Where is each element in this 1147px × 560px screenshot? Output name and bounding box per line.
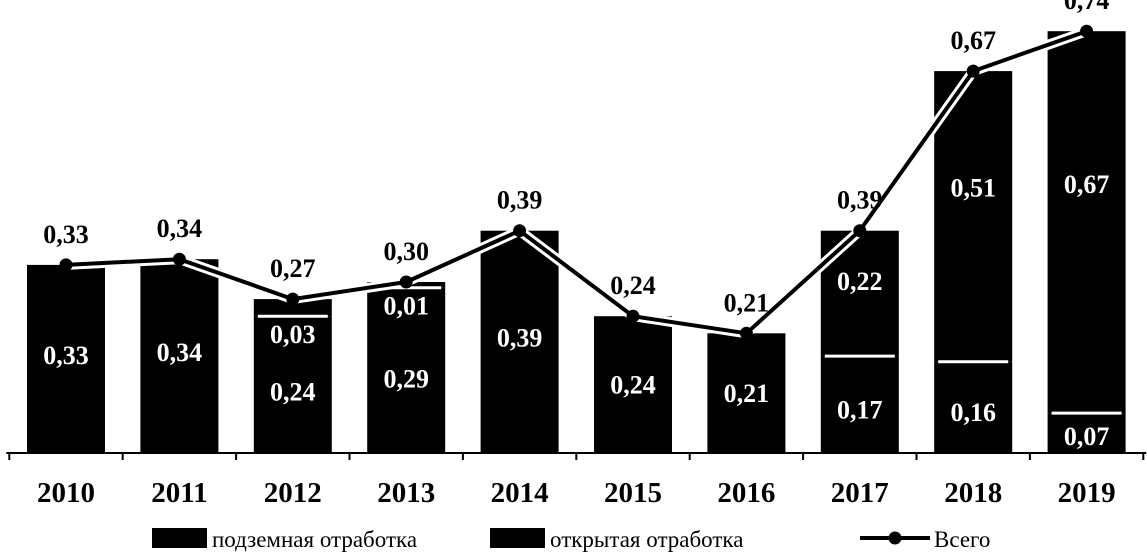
total-label-2016: 0,21 (724, 288, 770, 317)
underground-label-2015: 0,24 (610, 371, 656, 400)
legend-open: открытая отработка (490, 527, 743, 552)
bars-layer (27, 31, 1126, 453)
x-tick-label-2016: 2016 (717, 477, 775, 509)
total-label-2011: 0,34 (157, 214, 203, 243)
legend-underground-text: подземная отработка (212, 527, 417, 552)
underground-label-2016: 0,21 (724, 379, 770, 408)
underground-label-2019: 0,07 (1064, 422, 1110, 451)
underground-label-2011: 0,34 (157, 338, 203, 367)
total-label-2019: 0,74 (1064, 0, 1110, 15)
total-point-2019 (1080, 24, 1094, 38)
total-point-2014 (513, 224, 527, 238)
bar-underground-2017 (820, 356, 899, 453)
total-point-2010 (59, 258, 73, 272)
underground-label-2018: 0,16 (950, 398, 996, 427)
underground-label-2017: 0,17 (837, 395, 883, 424)
bar-underground-2011 (140, 259, 219, 453)
legend-total: Всего (860, 527, 990, 552)
x-tick-label-2014: 2014 (491, 477, 549, 509)
x-axis (6, 452, 1147, 460)
open-label-2012: 0,03 (270, 320, 316, 349)
total-point-2016 (739, 326, 753, 340)
bar-underground-2019 (1047, 413, 1126, 453)
total-point-2013 (399, 275, 413, 289)
legend-open-text: открытая отработка (550, 527, 743, 552)
bar-underground-2012 (253, 316, 332, 453)
underground-label-2013: 0,29 (383, 365, 429, 394)
total-label-2013: 0,30 (383, 237, 429, 266)
legend-total-swatch-marker (888, 531, 902, 545)
open-label-2017: 0,22 (837, 267, 883, 296)
total-point-2015 (626, 309, 640, 323)
bar-underground-2013 (367, 287, 446, 453)
x-tick-label-2013: 2013 (377, 477, 435, 509)
underground-label-2014: 0,39 (497, 323, 543, 352)
total-label-2012: 0,27 (270, 254, 316, 283)
total-label-2014: 0,39 (497, 186, 543, 215)
total-label-2015: 0,24 (610, 271, 656, 300)
total-point-2017 (853, 224, 867, 238)
x-tick-label-2011: 2011 (151, 477, 207, 509)
open-label-2018: 0,51 (950, 173, 996, 202)
total-line-layer (59, 24, 1094, 340)
bar-underground-2010 (27, 264, 105, 453)
bar-underground-2018 (934, 361, 1013, 453)
total-point-2018 (966, 64, 980, 78)
total-point-2011 (172, 252, 186, 266)
total-label-2017: 0,39 (837, 186, 883, 215)
legend-open-swatch (490, 528, 545, 548)
x-tick-label-2018: 2018 (944, 477, 1002, 509)
x-tick-label-2017: 2017 (831, 477, 889, 509)
legend-total-text: Всего (934, 527, 990, 552)
legend: подземная отработка открытая отработка Все… (152, 527, 990, 552)
open-label-2013: 0,01 (383, 292, 429, 321)
x-tick-labels: 2010 2011 2012 2013 2014 2015 2016 2017 2018 2019 (37, 477, 1116, 509)
total-line (65, 29, 1088, 336)
x-tick-label-2019: 2019 (1058, 477, 1116, 509)
legend-underground-swatch (152, 528, 207, 548)
bar-open-2018 (934, 71, 1013, 362)
open-label-2019: 0,67 (1064, 170, 1110, 199)
x-tick-label-2015: 2015 (604, 477, 662, 509)
value-labels-layer: 0,33 0,34 0,27 0,30 0,39 0,24 0,21 0,39 0,67 0,74… (43, 0, 1109, 451)
legend-underground: подземная отработка (152, 527, 417, 552)
total-label-2010: 0,33 (43, 220, 89, 249)
total-line-halo (65, 26, 1089, 339)
x-tick-label-2012: 2012 (264, 477, 322, 509)
total-label-2018: 0,67 (950, 26, 996, 55)
x-tick-label-2010: 2010 (37, 477, 95, 509)
bar-underground-2014 (480, 230, 559, 453)
underground-label-2012: 0,24 (270, 377, 316, 406)
bar-open-2019 (1047, 31, 1126, 414)
bar-underground-2016 (707, 333, 786, 453)
underground-label-2010: 0,33 (43, 341, 89, 370)
total-point-2012 (286, 292, 300, 306)
bar-underground-2015 (594, 316, 672, 453)
bar-open-2012 (253, 299, 332, 317)
